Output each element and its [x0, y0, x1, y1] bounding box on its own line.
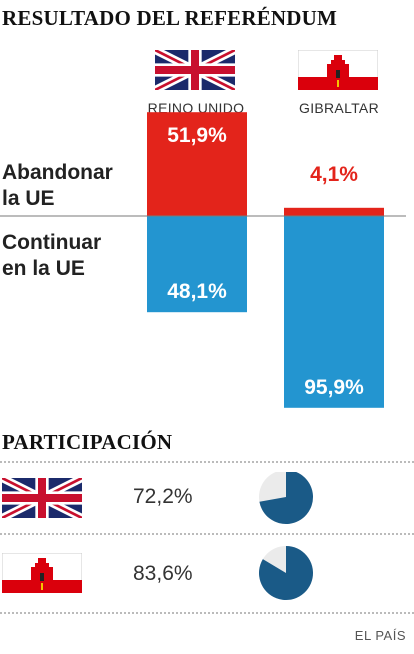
data-label-remain: 48,1%: [167, 280, 227, 303]
pie-slice: [259, 546, 313, 600]
pie-slice: [259, 472, 313, 524]
bar-remain: [147, 216, 247, 313]
leave-row-label: Abandonar la UE: [2, 160, 113, 212]
remain-label-line1: Continuar: [2, 231, 102, 254]
remain-label-line2: en la UE: [2, 257, 85, 280]
data-label-leave: 4,1%: [310, 163, 358, 186]
data-label-remain: 95,9%: [304, 376, 364, 399]
participation-pie-uk: [259, 472, 313, 524]
uk-flag-icon: [2, 478, 82, 518]
data-label-leave: 51,9%: [167, 124, 227, 147]
leave-label-line1: Abandonar: [2, 161, 113, 184]
participation-value-uk: 72,2%: [133, 485, 193, 508]
participation-value-gibraltar: 83,6%: [133, 562, 193, 585]
leave-label-line2: la UE: [2, 187, 55, 210]
gibraltar-flag-icon: [298, 50, 378, 90]
country-label-uk: REINO UNIDO: [147, 100, 245, 116]
remain-row-label: Continuar en la UE: [2, 230, 101, 282]
bar-leave: [147, 112, 247, 216]
divider: [0, 461, 414, 463]
bar-leave: [284, 207, 384, 216]
bar-remain: [284, 216, 384, 408]
participation-title: PARTICIPACIÓN: [2, 430, 173, 454]
uk-flag-icon: [155, 50, 235, 90]
referendum-bar-chart: 51,9% 48,1% 4,1% 95,9%: [0, 112, 406, 408]
participation-pie-gibraltar: [259, 546, 313, 600]
divider: [0, 533, 414, 535]
chart-title: RESULTADO DEL REFERÉNDUM: [2, 6, 338, 30]
source-label: EL PAÍS: [354, 628, 406, 643]
gibraltar-flag-icon: [2, 553, 82, 593]
divider: [0, 612, 414, 614]
country-label-gibraltar: GIBRALTAR: [299, 100, 379, 116]
